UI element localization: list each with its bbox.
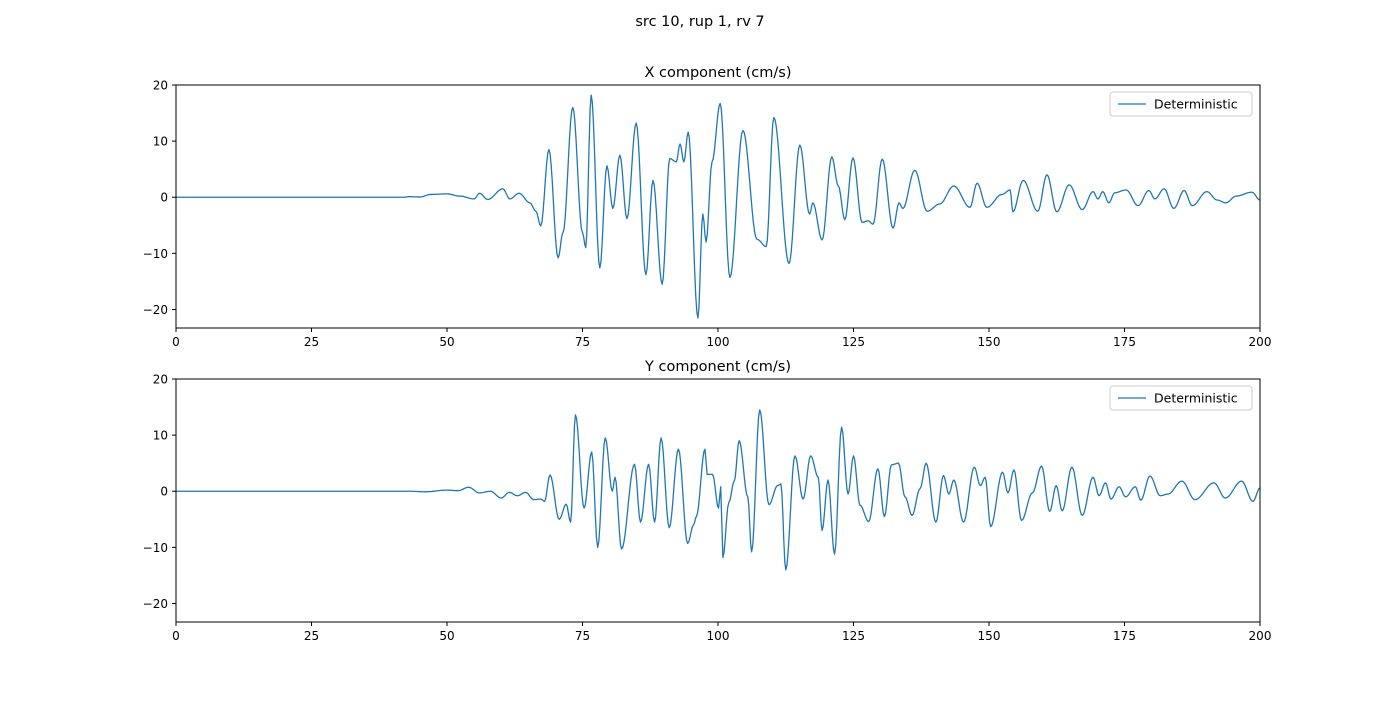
x-tick-label: 75: [575, 335, 590, 349]
subplot-x: X component (cm/s)0 25 50 75 100 125 150 175 200…: [143, 65, 1272, 349]
x-tick-label: 125: [842, 629, 865, 643]
y-tick-label: −10: [143, 541, 168, 555]
legend-box: [1109, 91, 1253, 117]
y-tick-label: −20: [143, 597, 168, 611]
y-tick-label: 10: [153, 429, 168, 443]
y-tick-label: 10: [153, 135, 168, 149]
x-tick-label: 50: [439, 335, 454, 349]
y-tick-label: 20: [153, 79, 168, 93]
x-tick-label: 75: [575, 629, 590, 643]
series-line-deterministic: [176, 409, 1261, 571]
y-tick-label: 0: [160, 485, 168, 499]
subplot-title: X component (cm/s): [644, 65, 791, 81]
x-tick-label: 100: [707, 335, 730, 349]
x-tick-label: 175: [1113, 335, 1136, 349]
legend-label: Deterministic: [1154, 97, 1238, 112]
x-tick-label: 50: [439, 629, 454, 643]
figure-title: src 10, rup 1, rv 7: [635, 14, 764, 30]
x-tick-label: 25: [304, 629, 319, 643]
x-tick-label: 200: [1249, 629, 1272, 643]
y-tick-label: 0: [160, 191, 168, 205]
legend: Deterministic: [1109, 91, 1253, 117]
x-tick-label: 125: [842, 335, 865, 349]
axes-frame: [175, 84, 1261, 329]
subplot-y: Y component (cm/s)0 25 50 75 100 125 150 175 200…: [143, 359, 1272, 643]
y-tick-label: −20: [143, 303, 168, 317]
x-tick-label: 0: [172, 629, 180, 643]
x-tick-label: 25: [304, 335, 319, 349]
y-tick-label: 20: [153, 373, 168, 387]
x-tick-label: 175: [1113, 629, 1136, 643]
x-tick-label: 150: [978, 335, 1001, 349]
subplot-title: Y component (cm/s): [644, 359, 791, 375]
legend-box: [1109, 385, 1253, 411]
y-tick-label: −10: [143, 247, 168, 261]
axes-frame: [175, 378, 1261, 623]
x-tick-label: 200: [1249, 335, 1272, 349]
legend: Deterministic: [1109, 385, 1253, 411]
series-line-deterministic: [176, 94, 1261, 319]
x-tick-label: 0: [172, 335, 180, 349]
x-tick-label: 150: [978, 629, 1001, 643]
x-tick-label: 100: [707, 629, 730, 643]
legend-label: Deterministic: [1154, 391, 1238, 406]
